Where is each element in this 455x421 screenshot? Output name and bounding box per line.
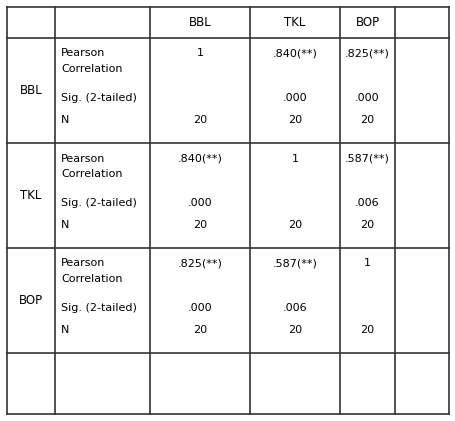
Text: TKL: TKL [20,189,41,202]
Text: Sig. (2-tailed): Sig. (2-tailed) [61,197,136,208]
Text: Correlation: Correlation [61,274,122,284]
Text: 20: 20 [287,220,301,229]
Text: BOP: BOP [19,294,43,307]
Text: .000: .000 [354,93,379,103]
Text: .006: .006 [282,303,307,313]
Text: N: N [61,325,69,335]
Text: Correlation: Correlation [61,64,122,74]
Text: Pearson: Pearson [61,154,105,163]
Text: .825(**): .825(**) [344,48,389,59]
Text: 20: 20 [359,220,374,229]
Text: .000: .000 [187,197,212,208]
Text: .587(**): .587(**) [272,258,317,269]
Text: 20: 20 [287,115,301,125]
Text: Pearson: Pearson [61,48,105,59]
Text: .006: .006 [354,197,379,208]
Text: .840(**): .840(**) [177,154,222,163]
Text: 20: 20 [287,325,301,335]
Text: 20: 20 [359,325,374,335]
Text: 1: 1 [363,258,370,269]
Text: N: N [61,115,69,125]
Text: BOP: BOP [354,16,379,29]
Text: Sig. (2-tailed): Sig. (2-tailed) [61,93,136,103]
Text: N: N [61,220,69,229]
Text: 1: 1 [196,48,203,59]
Text: .840(**): .840(**) [272,48,317,59]
Text: Correlation: Correlation [61,169,122,179]
Text: .587(**): .587(**) [344,154,389,163]
Text: .000: .000 [282,93,307,103]
Text: .825(**): .825(**) [177,258,222,269]
Text: 20: 20 [359,115,374,125]
Text: 1: 1 [291,154,298,163]
Text: Pearson: Pearson [61,258,105,269]
Text: 20: 20 [192,115,207,125]
Text: .000: .000 [187,303,212,313]
Text: BBL: BBL [188,16,211,29]
Text: 20: 20 [192,325,207,335]
Text: 20: 20 [192,220,207,229]
Text: BBL: BBL [20,84,42,97]
Text: Sig. (2-tailed): Sig. (2-tailed) [61,303,136,313]
Text: TKL: TKL [283,16,305,29]
